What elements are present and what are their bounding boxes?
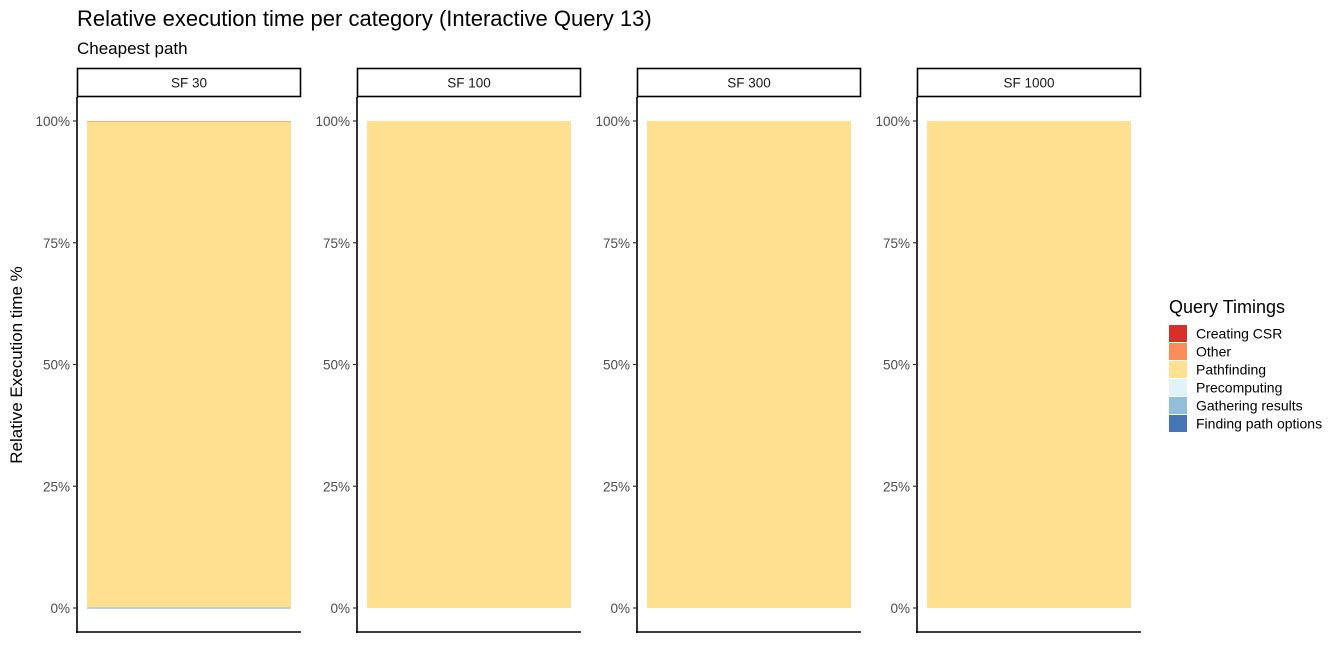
y-tick-label: 100% [35, 114, 70, 129]
y-tick-label: 25% [43, 479, 70, 494]
legend-item: Creating CSR [1169, 325, 1282, 342]
y-tick-label: 75% [603, 236, 630, 251]
legend-swatch [1169, 361, 1187, 378]
bar-segment [87, 121, 291, 122]
facet-panel: SF 300 0% 25% 50% 75% 100% [595, 67, 862, 633]
bar-segment [647, 121, 851, 608]
bar-segment [87, 607, 291, 609]
y-tick-label: 25% [603, 479, 630, 494]
facet-panel: SF 1000 0% 25% 50% 75% 100% [875, 67, 1142, 633]
facet-strip [76, 67, 302, 98]
y-tick-label: 25% [323, 479, 350, 494]
legend-item: Finding path options [1169, 415, 1322, 432]
y-tick-label: 75% [43, 236, 70, 251]
y-tick-label: 50% [43, 358, 70, 373]
facet-strip [356, 67, 582, 98]
legend-item: Other [1169, 343, 1231, 360]
legend-swatch [1169, 379, 1187, 396]
facet-panels: SF 30 0% 25% 50% 75% 100% SF 100 0% 25% 50% 75% 100… [35, 67, 1142, 633]
facet-strip-label: SF 100 [447, 76, 491, 91]
y-tick-label: 50% [603, 358, 630, 373]
legend-item: Pathfinding [1169, 361, 1266, 378]
legend-label: Creating CSR [1196, 326, 1282, 342]
chart-subtitle: Cheapest path [77, 39, 188, 58]
y-tick-label: 50% [323, 358, 350, 373]
facet-strip-label: SF 300 [727, 76, 771, 91]
bar-segment [927, 121, 1131, 608]
y-axis-label: Relative Execution time % [7, 266, 26, 463]
legend: Query Timings Creating CSR Other Pathfindi… [1169, 297, 1322, 432]
legend-label: Other [1196, 344, 1231, 360]
legend-swatch [1169, 343, 1187, 360]
legend-item: Precomputing [1169, 379, 1282, 396]
legend-title: Query Timings [1169, 297, 1285, 317]
y-tick-label: 0% [50, 601, 70, 616]
bar-segment [367, 121, 571, 608]
chart-title: Relative execution time per category (In… [77, 6, 652, 31]
facet-panel: SF 100 0% 25% 50% 75% 100% [315, 67, 582, 633]
legend-swatch [1169, 415, 1187, 432]
legend-item: Gathering results [1169, 397, 1303, 414]
facet-strip-label: SF 1000 [1003, 76, 1054, 91]
y-tick-label: 50% [883, 358, 910, 373]
legend-label: Gathering results [1196, 398, 1303, 414]
legend-swatch [1169, 397, 1187, 414]
bar-segment [87, 121, 291, 608]
facet-strip [636, 67, 862, 98]
y-tick-label: 0% [330, 601, 350, 616]
y-tick-label: 100% [875, 114, 910, 129]
y-tick-label: 75% [323, 236, 350, 251]
facet-strip-label: SF 30 [171, 76, 207, 91]
facet-strip [916, 67, 1142, 98]
y-tick-label: 0% [610, 601, 630, 616]
legend-label: Precomputing [1196, 380, 1282, 396]
legend-swatch [1169, 325, 1187, 342]
facet-panel: SF 30 0% 25% 50% 75% 100% [35, 67, 302, 633]
legend-label: Pathfinding [1196, 362, 1266, 378]
y-tick-label: 100% [595, 114, 630, 129]
legend-label: Finding path options [1196, 416, 1322, 432]
y-tick-label: 25% [883, 479, 910, 494]
y-tick-label: 0% [890, 601, 910, 616]
y-tick-label: 100% [315, 114, 350, 129]
y-tick-label: 75% [883, 236, 910, 251]
